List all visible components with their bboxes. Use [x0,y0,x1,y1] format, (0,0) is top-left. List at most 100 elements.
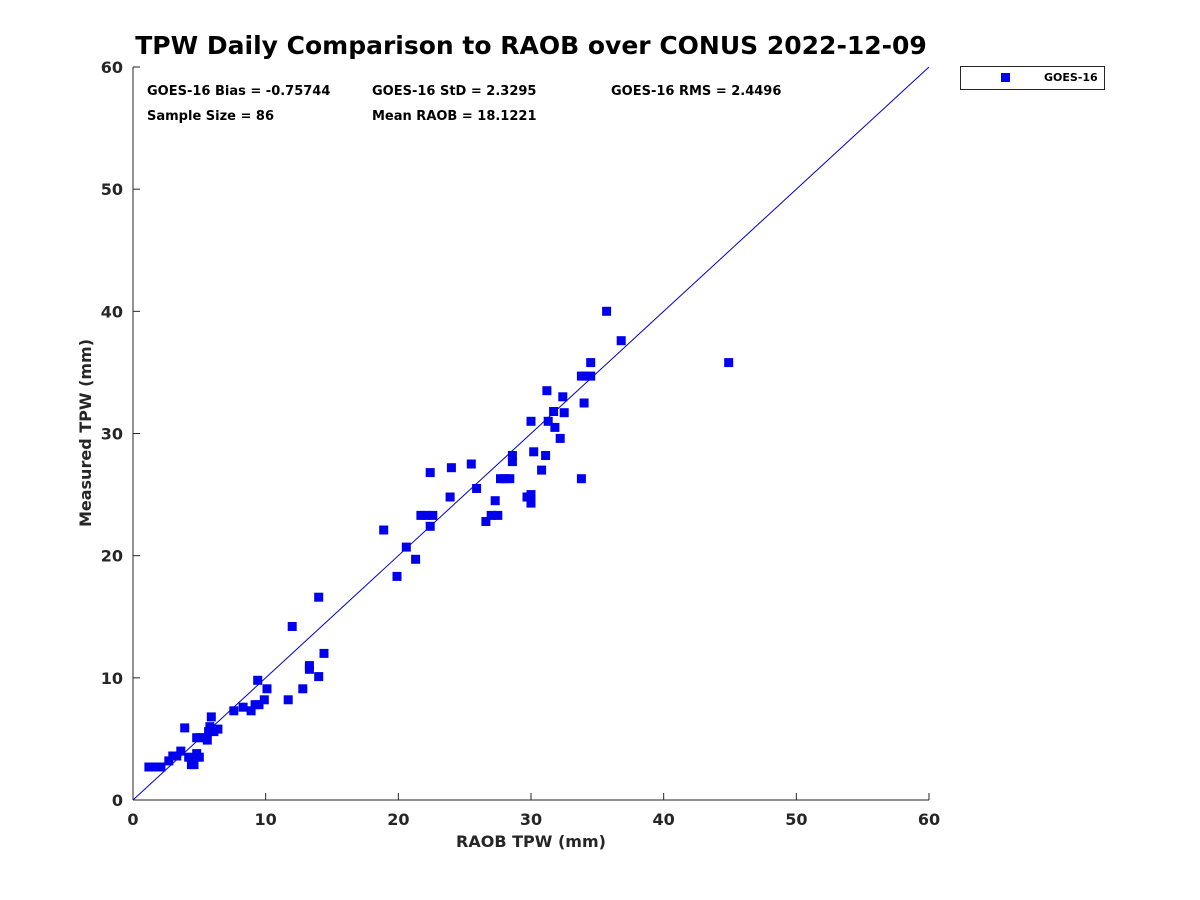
data-point [445,492,455,502]
data-point [156,762,166,772]
data-point [254,700,264,710]
data-point [401,542,411,552]
data-point [586,371,596,381]
data-point [259,695,269,705]
data-point [526,498,536,508]
data-point [541,451,551,460]
data-point [481,517,491,526]
sample-size-annotation: Sample Size = 86 [147,109,274,124]
data-point [724,358,734,368]
legend-marker-square [1001,73,1010,82]
data-point [238,702,248,712]
y-tick-label: 30 [101,425,123,444]
y-axis-label: Measured TPW (mm) [76,339,95,527]
one-to-one-reference-line [132,66,930,801]
legend-box [960,66,1105,90]
data-point [493,510,503,520]
y-tick-label: 40 [101,302,123,321]
y-tick-label: 50 [101,180,123,199]
data-point [246,706,256,716]
x-tick-label: 10 [255,810,277,829]
data-point [411,554,421,564]
data-point [304,661,314,671]
data-point [421,510,431,520]
data-point [425,521,435,531]
data-point [253,675,263,685]
data-point [392,571,402,581]
data-point [576,474,586,484]
x-tick-label: 0 [127,810,138,829]
data-point [176,746,186,756]
data-point [579,398,589,408]
data-point [229,706,239,716]
mean-raob-annotation: Mean RAOB = 18.1221 [372,109,537,124]
data-point [526,490,536,500]
data-point [558,392,568,402]
data-point [507,457,517,467]
data-point [472,484,482,493]
y-tick-label: 60 [101,58,123,77]
x-tick-label: 50 [785,810,807,829]
data-point [555,433,565,443]
data-point [189,760,199,770]
data-point [314,672,324,682]
data-point [559,408,569,418]
goes-16-points [144,306,734,772]
x-tick-label: 20 [387,810,409,829]
data-point [148,762,158,772]
data-point [425,468,435,478]
data-point [507,451,517,460]
data-point [164,756,174,766]
y-axis-ticks: 0 10 20 30 40 50 60 [101,58,140,810]
data-point [287,622,297,631]
data-point [262,684,272,694]
data-point [526,416,536,426]
data-point [194,752,204,762]
data-point [319,648,329,658]
std-annotation: GOES-16 StD = 2.3295 [372,84,536,99]
data-point [466,459,476,469]
data-point [196,733,206,743]
data-point [416,510,426,520]
bias-annotation: GOES-16 Bias = -0.75744 [147,84,330,99]
legend: GOES-16 [960,66,1105,90]
data-point [486,510,496,520]
x-tick-label: 60 [918,810,940,829]
data-point [204,727,214,737]
x-axis-label: RAOB TPW (mm) [456,832,606,851]
x-tick-label: 30 [520,810,542,829]
data-point [202,735,212,745]
data-point [542,386,552,396]
data-point [213,724,223,734]
y-tick-label: 20 [101,547,123,566]
data-point [180,723,190,733]
data-point [616,336,626,346]
data-point [172,751,182,761]
data-point [580,371,590,381]
legend-label-goes-16: GOES-16 [1044,71,1098,84]
data-point [529,447,539,457]
data-point [206,712,216,722]
data-point [505,474,515,484]
data-point [428,510,438,520]
statistics-annotations: GOES-16 Bias = -0.75744 GOES-16 StD = 2.… [147,84,781,124]
data-point [543,416,553,426]
data-point [283,695,293,705]
data-point [446,463,456,473]
data-point [298,684,308,694]
data-point [549,407,559,416]
data-point [550,422,560,432]
chart-title: TPW Daily Comparison to RAOB over CONUS … [135,31,927,60]
data-point [205,722,215,732]
data-point [500,474,509,484]
x-axis-ticks: 0 10 20 30 40 50 60 [127,793,940,829]
data-point [490,496,500,506]
x-tick-label: 40 [653,810,675,829]
y-tick-label: 0 [112,791,123,810]
data-point [537,465,547,475]
y-tick-label: 10 [101,669,123,688]
rms-annotation: GOES-16 RMS = 2.4496 [611,84,781,99]
data-point [602,306,612,316]
data-point [379,525,389,535]
